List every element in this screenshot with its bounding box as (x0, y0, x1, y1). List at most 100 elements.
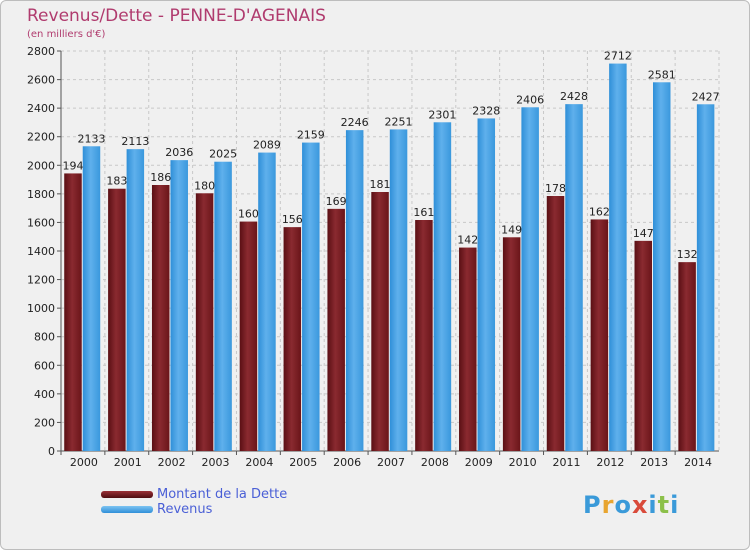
y-tick-label: 1600 (27, 216, 55, 229)
y-tick-label: 200 (34, 416, 55, 429)
x-tick-label: 2001 (114, 456, 142, 469)
logo-letter: o (614, 491, 632, 519)
y-tick-label: 1800 (27, 188, 55, 201)
bar-revenus (477, 118, 496, 451)
value-label-dette: 156 (282, 213, 303, 226)
logo-letter: t (657, 491, 671, 519)
bar-dette (678, 262, 696, 451)
y-tick-label: 1400 (27, 245, 55, 258)
bar-revenus (82, 146, 101, 452)
value-label-revenus: 2328 (472, 104, 500, 117)
x-tick-label: 2004 (245, 456, 273, 469)
value-label-revenus: 2406 (516, 93, 544, 106)
x-tick-label: 2014 (684, 456, 712, 469)
logo-letter: x (631, 491, 649, 519)
x-tick-label: 2012 (596, 456, 624, 469)
bar-dette (64, 173, 82, 451)
y-tick-label: 600 (34, 359, 55, 372)
legend-label-revenus: Revenus (157, 502, 213, 517)
x-tick-label: 2013 (640, 456, 668, 469)
x-tick-label: 2005 (289, 456, 317, 469)
value-labels: 194 2133 183 2113 186 2036 180 2025 160 2089 156 21… (62, 50, 719, 262)
x-tick-label: 2002 (158, 456, 186, 469)
bar-revenus (302, 142, 320, 452)
value-label-revenus: 2428 (560, 90, 588, 103)
x-tick-label: 2009 (465, 456, 493, 469)
axes: 0 200 400 600 800 1000 1200 1400 1600 1800 2000 220… (27, 45, 719, 469)
y-tick-label: 2000 (27, 159, 55, 172)
value-label-revenus: 2251 (385, 115, 413, 128)
x-tick-label: 2006 (333, 456, 361, 469)
value-label-dette: 132 (677, 248, 698, 261)
y-tick-label: 0 (48, 445, 55, 458)
bar-dette (195, 193, 214, 452)
value-label-dette: 161 (413, 206, 434, 219)
value-label-revenus: 2159 (297, 129, 325, 142)
value-label-revenus: 2133 (77, 132, 105, 145)
value-label-dette: 180 (194, 179, 215, 192)
y-tick-label: 1200 (27, 274, 55, 287)
bar-revenus (521, 107, 539, 452)
value-label-revenus: 2712 (604, 50, 632, 63)
bar-dette (239, 221, 258, 451)
bar-dette (371, 192, 389, 451)
legend: Montant de la Dette Revenus (101, 487, 287, 517)
value-label-dette: 142 (457, 234, 478, 247)
value-label-dette: 149 (501, 223, 522, 236)
bar-dette (327, 208, 345, 451)
bar-dette (634, 240, 652, 451)
y-tick-label: 2800 (27, 45, 55, 58)
logo-letter: P (583, 491, 602, 519)
legend-item-revenus: Revenus (101, 502, 287, 517)
bar-dette (590, 219, 609, 451)
value-label-dette: 169 (326, 195, 347, 208)
value-label-dette: 160 (238, 208, 259, 221)
bar-revenus (345, 130, 364, 451)
bar-dette (415, 220, 433, 451)
value-label-dette: 147 (633, 227, 654, 240)
bar-revenus (258, 152, 276, 452)
bar-dette (283, 227, 302, 451)
legend-swatch-dette (101, 491, 153, 498)
y-tick-label: 2400 (27, 102, 55, 115)
value-label-revenus: 2025 (209, 148, 237, 161)
value-label-revenus: 2113 (121, 135, 149, 148)
bar-revenus (433, 122, 452, 452)
bar-revenus (696, 104, 715, 452)
y-tick-label: 400 (34, 388, 55, 401)
chart-subtitle: (en milliers d'€) (27, 29, 106, 40)
value-label-dette: 181 (370, 178, 391, 191)
x-tick-label: 2007 (377, 456, 405, 469)
value-label-dette: 183 (106, 175, 127, 188)
value-label-dette: 186 (150, 171, 171, 184)
value-label-revenus: 2089 (253, 139, 281, 152)
legend-swatch-revenus (101, 506, 153, 513)
y-tick-label: 2200 (27, 131, 55, 144)
legend-item-dette: Montant de la Dette (101, 487, 287, 502)
y-tick-label: 2600 (27, 74, 55, 87)
value-label-dette: 162 (589, 205, 610, 218)
value-label-dette: 178 (545, 182, 566, 195)
logo-letter: r (601, 491, 615, 519)
bar-dette (546, 196, 565, 451)
value-label-revenus: 2427 (692, 90, 720, 103)
x-tick-label: 2008 (421, 456, 449, 469)
y-tick-label: 1000 (27, 302, 55, 315)
proxiti-logo: Proxiti (583, 491, 679, 519)
y-tick-label: 800 (34, 331, 55, 344)
bar-revenus (609, 63, 627, 451)
bar-revenus (653, 82, 671, 452)
bar-dette (502, 237, 521, 451)
legend-label-dette: Montant de la Dette (157, 487, 288, 502)
bar-dette (151, 185, 170, 451)
value-label-revenus: 2301 (428, 108, 456, 121)
bar-revenus (565, 104, 583, 452)
bar-revenus (170, 160, 188, 451)
logo-letter: i (648, 491, 658, 519)
bar-dette (108, 188, 126, 451)
bar-revenus (389, 129, 408, 451)
value-label-revenus: 2246 (341, 116, 369, 129)
bars (64, 63, 715, 452)
